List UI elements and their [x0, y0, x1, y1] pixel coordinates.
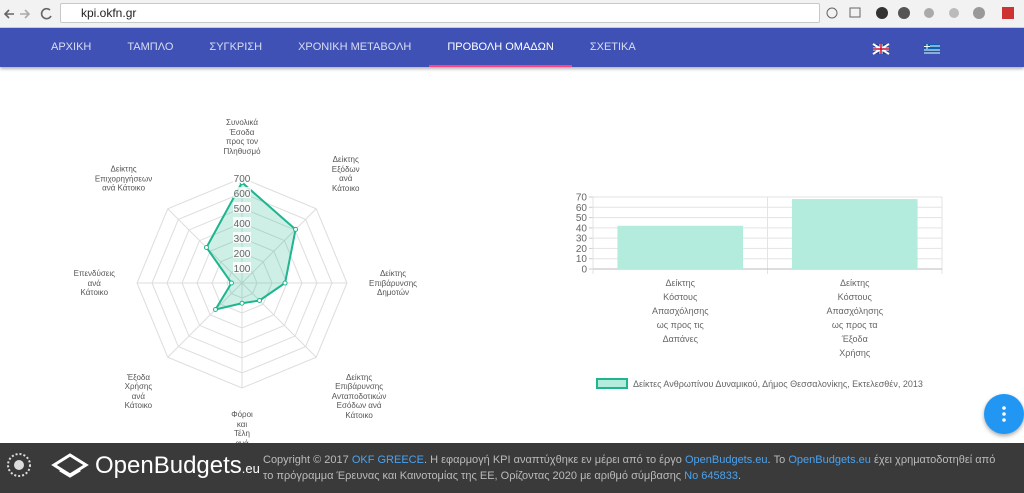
- footer-segment: Copyright © 2017: [263, 454, 352, 466]
- radar-point: [293, 226, 299, 232]
- footer-segment: .: [738, 470, 742, 482]
- footer-link[interactable]: OpenBudgets.eu: [788, 454, 871, 466]
- logo-suffix: .eu: [241, 461, 260, 476]
- tick-label-bg: [233, 217, 251, 228]
- footer-segment: . Η εφαρμογή KPI αναπτύχθηκε εν μέρει απ…: [423, 454, 685, 466]
- extensions: [826, 7, 1014, 19]
- radar-axis-label: Επενδύσεις ανά Κάτοικο: [73, 268, 115, 297]
- radar-tick-label: 500: [234, 204, 251, 215]
- radar-point: [203, 244, 209, 250]
- nav-buttons: [3, 7, 52, 20]
- radar-spoke: [167, 282, 243, 358]
- nav-item[interactable]: ΣΧΕΤΙΚΑ: [589, 41, 636, 53]
- y-tick-label: 40: [576, 223, 588, 234]
- flag-en[interactable]: [872, 43, 890, 55]
- url: kpi.okfn.gr: [81, 6, 137, 20]
- footer-link[interactable]: OpenBudgets.eu: [684, 454, 768, 466]
- footer-link[interactable]: No 645833: [684, 470, 738, 482]
- reload-button[interactable]: [40, 7, 52, 20]
- radar-tick-label: 300: [234, 234, 251, 245]
- radar-tick-label: 600: [234, 189, 251, 200]
- charts-area: 100 200 300 400 500 600 700 0 10 20 30 40 50 60 70 Δεί…: [0, 67, 1024, 457]
- navbar: ΑΡΧΙΚΗ ΤΑΜΠΛΟ ΣΥΓΚΡΙΣΗ ΧΡΟΝΙΚΗ ΜΕΤΑΒΟΛΗ ΠΡΟΒ…: [0, 28, 1024, 67]
- radar-tick-label: 400: [234, 219, 251, 230]
- okfn-logo-core: [14, 460, 24, 470]
- radar-axis-label: Έξοδα Χρήσης ανά Κάτοικο: [124, 372, 153, 411]
- radar-axis-label: Συνολικά Έσοδα προς τον Πληθυσμό: [223, 118, 261, 156]
- nav-item[interactable]: ΑΡΧΙΚΗ: [51, 41, 92, 53]
- radar-axis-label: Δείκτης Επιβάρυνσης Ανταποδοτικών Εσόδων…: [331, 372, 387, 420]
- logo-text: OpenBudgets: [95, 452, 242, 479]
- footer-segment: . Το: [767, 454, 789, 466]
- y-tick-label: 10: [576, 254, 588, 265]
- radar-area: [205, 180, 297, 312]
- y-tick-label: 70: [576, 193, 588, 204]
- cast-icon[interactable]: [849, 7, 861, 18]
- radar-point: [239, 300, 245, 306]
- radar-axis-label: Δείκτης Εξόδων ανά Κάτοικο: [331, 155, 360, 193]
- radar-point: [229, 280, 234, 286]
- nav-items: ΑΡΧΙΚΗ ΤΑΜΠΛΟ ΣΥΓΚΡΙΣΗ ΧΡΟΝΙΚΗ ΜΕΤΑΒΟΛΗ ΠΡΟΒ…: [33, 28, 654, 67]
- bar: [617, 225, 744, 269]
- footer-logos: [7, 453, 89, 478]
- fab-menu[interactable]: [984, 394, 1024, 434]
- tick-label-bg: [233, 262, 251, 273]
- footer-logo[interactable]: OpenBudgets.eu: [95, 452, 260, 480]
- nav-item[interactable]: ΠΡΟΒΟΛΗ ΟΜΑΔΩΝ: [429, 28, 573, 67]
- footer-link[interactable]: OKF GREECE: [351, 454, 424, 466]
- radar-tick-label: 200: [234, 249, 251, 260]
- radar-spoke: [241, 208, 317, 284]
- browser-toolbar: kpi.okfn.gr: [0, 0, 1024, 28]
- back-button[interactable]: [3, 9, 14, 19]
- pdf-icon[interactable]: [1002, 7, 1014, 19]
- address-bar[interactable]: kpi.okfn.gr: [60, 3, 820, 23]
- tick-label-bg: [233, 187, 251, 198]
- ext-icon[interactable]: [876, 7, 888, 19]
- footer-text: Copyright © 2017 OKF GREECE. Η εφαρμογή …: [263, 452, 1008, 484]
- okfn-logo: [7, 453, 31, 477]
- ext-icon[interactable]: [924, 8, 934, 18]
- tick-label-bg: [233, 232, 251, 243]
- ext-icon[interactable]: [949, 8, 959, 18]
- radar-point: [212, 307, 218, 313]
- y-tick-label: 20: [576, 244, 588, 255]
- openbudgets-icon: [59, 468, 81, 478]
- legend-label: Δείκτες Ανθρωπίνου Δυναμικού, Δήμος Θεσσ…: [633, 378, 923, 389]
- y-tick-label: 50: [576, 213, 588, 224]
- star-icon[interactable]: [826, 7, 838, 19]
- radar-point: [257, 298, 263, 304]
- footer: OpenBudgets.eu Copyright © 2017 OKF GREE…: [0, 443, 1024, 493]
- radar-axis-label: Δείκτης Επιβάρυνσης Δημοτών: [369, 268, 418, 297]
- ext-icon[interactable]: [973, 7, 985, 19]
- tick-label-bg: [233, 172, 251, 183]
- x-tick-label: Δείκτης Κόστους Απασχόλησης ως προς τα Έ…: [826, 278, 884, 358]
- tick-label-bg: [233, 247, 251, 258]
- radar-tick-label: 700: [234, 174, 251, 185]
- radar-point: [282, 280, 288, 286]
- y-tick-label: 0: [581, 265, 587, 276]
- x-tick-label: Δείκτης Κόστους Απασχόλησης ως προς τις …: [651, 278, 709, 344]
- openbudgets-icon: [51, 453, 89, 477]
- ext-icon[interactable]: [898, 7, 910, 19]
- radar-tick-label: 100: [234, 264, 251, 275]
- nav-item[interactable]: ΧΡΟΝΙΚΗ ΜΕΤΑΒΟΛΗ: [298, 41, 412, 53]
- fab-icon: [1002, 406, 1006, 422]
- language-flags: [872, 43, 940, 55]
- y-tick-label: 60: [576, 203, 588, 214]
- nav-item[interactable]: ΤΑΜΠΛΟ: [127, 41, 174, 53]
- radar-axis-label: Δείκτης Επιχορηγήσεων ανά Κάτοικο: [94, 164, 153, 193]
- footer-segment: έχει χρηματοδοτηθεί από το πρόγραμμα Έρε…: [263, 454, 996, 482]
- nav-item[interactable]: ΣΥΓΚΡΙΣΗ: [209, 41, 263, 53]
- bar: [791, 199, 918, 269]
- tick-label-bg: [233, 202, 251, 213]
- forward-button[interactable]: [20, 9, 31, 19]
- legend-swatch: [596, 378, 628, 389]
- legend[interactable]: Δείκτες Ανθρωπίνου Δυναμικού, Δήμος Θεσσ…: [596, 378, 923, 389]
- y-tick-label: 30: [576, 234, 588, 245]
- radar-spoke: [241, 282, 317, 358]
- flag-gr[interactable]: [924, 44, 940, 54]
